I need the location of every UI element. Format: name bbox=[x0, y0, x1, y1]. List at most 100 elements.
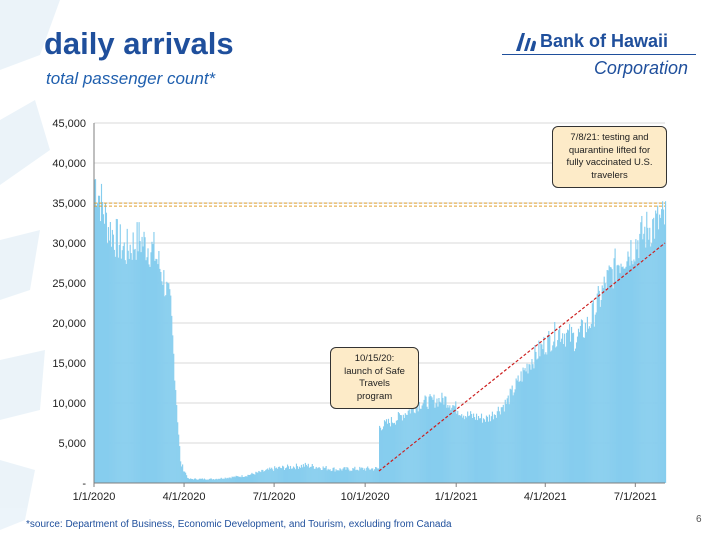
daily-arrival-bar bbox=[121, 250, 123, 483]
daily-arrival-bar bbox=[212, 479, 214, 483]
daily-arrival-bar bbox=[500, 407, 502, 483]
daily-arrival-bar bbox=[224, 477, 226, 483]
daily-arrival-bar bbox=[400, 415, 402, 483]
daily-arrival-bar bbox=[548, 330, 550, 483]
chart-series bbox=[94, 179, 667, 484]
daily-arrival-bar bbox=[220, 477, 222, 483]
daily-arrival-bar bbox=[372, 468, 374, 483]
daily-arrival-bar bbox=[216, 479, 218, 483]
daily-arrival-bar bbox=[245, 476, 247, 483]
daily-arrival-bar bbox=[365, 470, 367, 483]
daily-arrival-bar bbox=[469, 415, 471, 483]
daily-arrival-bar bbox=[653, 217, 655, 483]
annotation-callout: 10/15/20: launch of Safe Travels program bbox=[330, 347, 419, 409]
daily-arrival-bar bbox=[398, 413, 400, 483]
daily-arrival-bar bbox=[454, 406, 456, 483]
daily-arrival-bar bbox=[153, 231, 155, 483]
daily-arrival-bar bbox=[541, 344, 543, 483]
daily-arrival-bar bbox=[417, 411, 419, 483]
daily-arrival-bar bbox=[650, 246, 652, 483]
daily-arrival-bar bbox=[287, 466, 290, 483]
daily-arrival-bar bbox=[600, 300, 602, 483]
daily-arrival-bar bbox=[434, 407, 436, 483]
daily-arrival-bar bbox=[473, 413, 475, 483]
daily-arrival-bar bbox=[341, 470, 343, 483]
daily-arrival-bar bbox=[599, 306, 601, 483]
daily-arrival-bar bbox=[151, 241, 153, 483]
daily-arrival-bar bbox=[428, 396, 430, 483]
daily-arrival-bar bbox=[194, 478, 197, 483]
daily-arrival-bar bbox=[496, 411, 498, 483]
daily-arrival-bar bbox=[98, 195, 101, 483]
daily-arrival-bar bbox=[430, 396, 432, 483]
daily-arrival-bar bbox=[424, 395, 426, 483]
daily-arrival-bar bbox=[214, 479, 216, 483]
daily-arrival-bar bbox=[294, 469, 297, 483]
daily-arrival-bar bbox=[508, 404, 510, 483]
daily-arrival-bar bbox=[517, 375, 519, 483]
daily-arrival-bar bbox=[177, 422, 179, 483]
daily-arrival-bar bbox=[340, 469, 342, 483]
daily-arrival-bar bbox=[305, 464, 307, 483]
daily-arrival-bar bbox=[459, 415, 461, 483]
daily-arrival-bar bbox=[335, 469, 337, 483]
daily-arrival-bar bbox=[518, 381, 520, 483]
daily-arrival-bar bbox=[630, 240, 632, 483]
page-title: daily arrivals bbox=[44, 26, 234, 61]
bank-logo-icon bbox=[516, 33, 536, 51]
daily-arrival-bar bbox=[163, 270, 165, 483]
daily-arrival-bar bbox=[184, 471, 186, 483]
daily-arrival-bar bbox=[264, 471, 266, 483]
daily-arrival-bar bbox=[145, 260, 147, 483]
daily-arrival-bar bbox=[396, 420, 398, 483]
daily-arrival-bar bbox=[209, 478, 211, 483]
daily-arrival-bar bbox=[345, 469, 347, 483]
daily-arrival-bar bbox=[592, 299, 594, 483]
daily-arrival-bar bbox=[495, 417, 497, 483]
daily-arrival-bar bbox=[603, 276, 605, 483]
daily-arrival-bar bbox=[646, 211, 648, 484]
daily-arrival-bar bbox=[303, 466, 305, 483]
daily-arrival-bar bbox=[463, 415, 465, 483]
daily-arrival-bar bbox=[336, 470, 338, 483]
daily-arrival-bar bbox=[152, 244, 154, 483]
x-tick-label: 7/1/2021 bbox=[614, 491, 657, 503]
daily-arrival-bar bbox=[511, 385, 513, 483]
daily-arrival-bar bbox=[415, 405, 417, 483]
daily-arrival-bar bbox=[664, 224, 666, 483]
daily-arrival-bar bbox=[537, 358, 539, 483]
daily-arrival-bar bbox=[374, 469, 376, 483]
daily-arrival-bar bbox=[150, 252, 152, 483]
daily-arrival-bar bbox=[404, 413, 406, 483]
daily-arrival-bar bbox=[528, 364, 530, 483]
daily-arrival-bar bbox=[317, 467, 319, 483]
daily-arrival-bar bbox=[527, 373, 529, 483]
daily-arrival-bar bbox=[449, 405, 451, 483]
daily-arrival-bar bbox=[623, 268, 625, 483]
daily-arrival-bar bbox=[422, 403, 424, 483]
daily-arrival-bar bbox=[475, 419, 477, 483]
daily-arrival-bar bbox=[170, 295, 172, 483]
daily-arrival-bar bbox=[198, 478, 201, 483]
daily-arrival-bar bbox=[360, 468, 362, 483]
daily-arrival-bar bbox=[440, 402, 442, 483]
daily-arrival-bar bbox=[431, 397, 433, 483]
daily-arrival-bar bbox=[304, 462, 306, 483]
daily-arrival-bar bbox=[274, 466, 276, 483]
daily-arrival-bar bbox=[292, 466, 295, 483]
daily-arrival-bar bbox=[223, 478, 225, 483]
daily-arrival-bar bbox=[229, 477, 231, 483]
daily-arrival-bar bbox=[196, 479, 199, 483]
daily-arrival-bar bbox=[323, 468, 325, 483]
daily-arrival-bar bbox=[507, 395, 509, 483]
x-tick-label: 1/1/2020 bbox=[73, 491, 116, 503]
daily-arrival-bar bbox=[352, 467, 354, 483]
daily-arrival-bar bbox=[293, 467, 296, 483]
daily-arrival-bar bbox=[402, 414, 404, 483]
daily-arrival-bar bbox=[366, 467, 368, 483]
daily-arrival-bar bbox=[661, 209, 663, 483]
daily-arrival-bar bbox=[656, 213, 658, 484]
daily-arrival-bar bbox=[456, 413, 458, 483]
daily-arrival-bar bbox=[480, 413, 483, 483]
daily-arrival-bar bbox=[634, 261, 636, 483]
